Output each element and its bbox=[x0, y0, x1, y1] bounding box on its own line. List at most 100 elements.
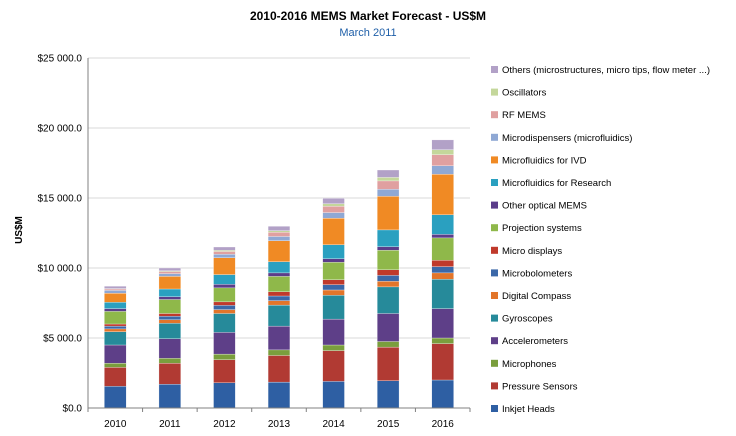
x-tick-label: 2015 bbox=[377, 419, 400, 430]
bar-segment bbox=[431, 308, 454, 339]
bar-segment bbox=[267, 381, 291, 409]
bar-segment bbox=[158, 296, 181, 300]
bar-segment bbox=[158, 316, 181, 320]
legend-swatch bbox=[491, 337, 498, 345]
bar-segment bbox=[322, 212, 345, 219]
bar-segment bbox=[377, 169, 400, 178]
bar-segment bbox=[104, 323, 127, 327]
bar-segment bbox=[431, 174, 454, 215]
legend-swatch bbox=[491, 269, 498, 277]
bar-segment bbox=[158, 363, 181, 385]
legend-label: Microdispensers (microfluidics) bbox=[502, 133, 632, 144]
bar-segment bbox=[267, 304, 291, 327]
bar-segment bbox=[213, 274, 236, 285]
legend-label: RF MEMS bbox=[502, 110, 546, 121]
bar-segment bbox=[104, 311, 127, 325]
bar-segment bbox=[267, 300, 291, 306]
bar-segment bbox=[431, 260, 454, 267]
bar-segment bbox=[158, 276, 181, 290]
legend-swatch bbox=[491, 314, 498, 322]
bar-segment bbox=[158, 319, 181, 324]
bar-segment bbox=[213, 309, 236, 314]
legend-swatch bbox=[491, 405, 498, 412]
y-tick-label: $15 000.0 bbox=[38, 194, 83, 205]
bar-segment bbox=[267, 232, 291, 237]
legend-swatch bbox=[491, 88, 498, 96]
bar-segment bbox=[158, 313, 181, 317]
legend-swatch bbox=[491, 133, 498, 141]
bar-segment bbox=[213, 313, 236, 333]
legend-swatch bbox=[491, 382, 498, 390]
bar-segment bbox=[322, 381, 345, 409]
bar-segment bbox=[377, 380, 400, 409]
bar-segment bbox=[267, 295, 291, 301]
bar-segment bbox=[431, 279, 454, 309]
bar-segment bbox=[213, 257, 236, 275]
y-axis-label: US$M bbox=[14, 216, 25, 244]
bar-segment bbox=[377, 346, 400, 381]
bar-segment bbox=[377, 196, 400, 231]
bar-segment bbox=[431, 149, 454, 155]
bar-segment bbox=[431, 165, 454, 175]
legend-label: Gyroscopes bbox=[502, 314, 553, 325]
legend-label: Microfluidics for IVD bbox=[502, 155, 587, 166]
bar-segment bbox=[431, 343, 454, 381]
legend-label: Other optical MEMS bbox=[502, 201, 587, 212]
legend-swatch bbox=[491, 359, 498, 367]
bar-segment bbox=[267, 276, 291, 292]
y-tick-label: $5 000.0 bbox=[43, 334, 82, 345]
bar-segment bbox=[431, 139, 454, 150]
bar-segment bbox=[322, 284, 345, 291]
bars-layer bbox=[104, 139, 454, 409]
chart-title: 2010-2016 MEMS Market Forecast - US$M bbox=[250, 9, 486, 23]
bar-segment bbox=[377, 341, 400, 348]
grid-layer bbox=[88, 57, 470, 339]
axis-layer: $0.0 $5 000.0 $10 000.0 $15 000.0 $20 000.0 $… bbox=[38, 54, 471, 430]
bar-segment bbox=[213, 332, 236, 355]
bar-segment bbox=[267, 230, 291, 233]
bar-segment bbox=[213, 246, 236, 251]
bar-segment bbox=[158, 323, 181, 339]
bar-segment bbox=[158, 271, 181, 274]
y-tick-label: $25 000.0 bbox=[38, 54, 83, 65]
bar-segment bbox=[377, 177, 400, 182]
bar-segment bbox=[322, 203, 345, 207]
legend-label: Pressure Sensors bbox=[502, 381, 578, 392]
legend-label: Projection systems bbox=[502, 223, 582, 234]
bar-segment bbox=[104, 302, 127, 309]
bar-segment bbox=[104, 290, 127, 294]
bar-segment bbox=[322, 344, 345, 351]
bar-segment bbox=[377, 313, 400, 342]
bar-segment bbox=[213, 359, 236, 383]
bar-segment bbox=[158, 384, 181, 409]
y-tick-label: $0.0 bbox=[63, 404, 83, 415]
bar-segment bbox=[377, 180, 400, 190]
bar-segment bbox=[213, 305, 236, 310]
bar-segment bbox=[158, 299, 181, 314]
bar-segment bbox=[267, 261, 291, 274]
legend: Others (microstructures, micro tips, flo… bbox=[491, 65, 710, 415]
bar-segment bbox=[377, 275, 400, 282]
bar-segment bbox=[267, 291, 291, 297]
bar-segment bbox=[267, 226, 291, 231]
legend-swatch bbox=[491, 179, 498, 186]
bar-segment bbox=[322, 258, 345, 263]
x-tick-label: 2010 bbox=[104, 419, 127, 430]
bar-segment bbox=[158, 273, 181, 277]
bar-segment bbox=[377, 250, 400, 270]
bar-segment bbox=[213, 254, 236, 258]
bar-segment bbox=[431, 379, 454, 409]
bar-segment bbox=[322, 206, 345, 213]
bar-segment bbox=[431, 337, 454, 344]
bar-segment bbox=[158, 358, 181, 364]
bar-segment bbox=[431, 154, 454, 166]
bar-segment bbox=[213, 250, 236, 252]
bar-segment bbox=[213, 353, 236, 360]
y-tick-label: $10 000.0 bbox=[38, 264, 83, 275]
legend-swatch bbox=[491, 66, 498, 73]
legend-label: Others (microstructures, micro tips, flo… bbox=[502, 65, 710, 76]
y-tick-label: $20 000.0 bbox=[38, 124, 83, 135]
bar-segment bbox=[431, 237, 454, 261]
bar-segment bbox=[322, 262, 345, 280]
